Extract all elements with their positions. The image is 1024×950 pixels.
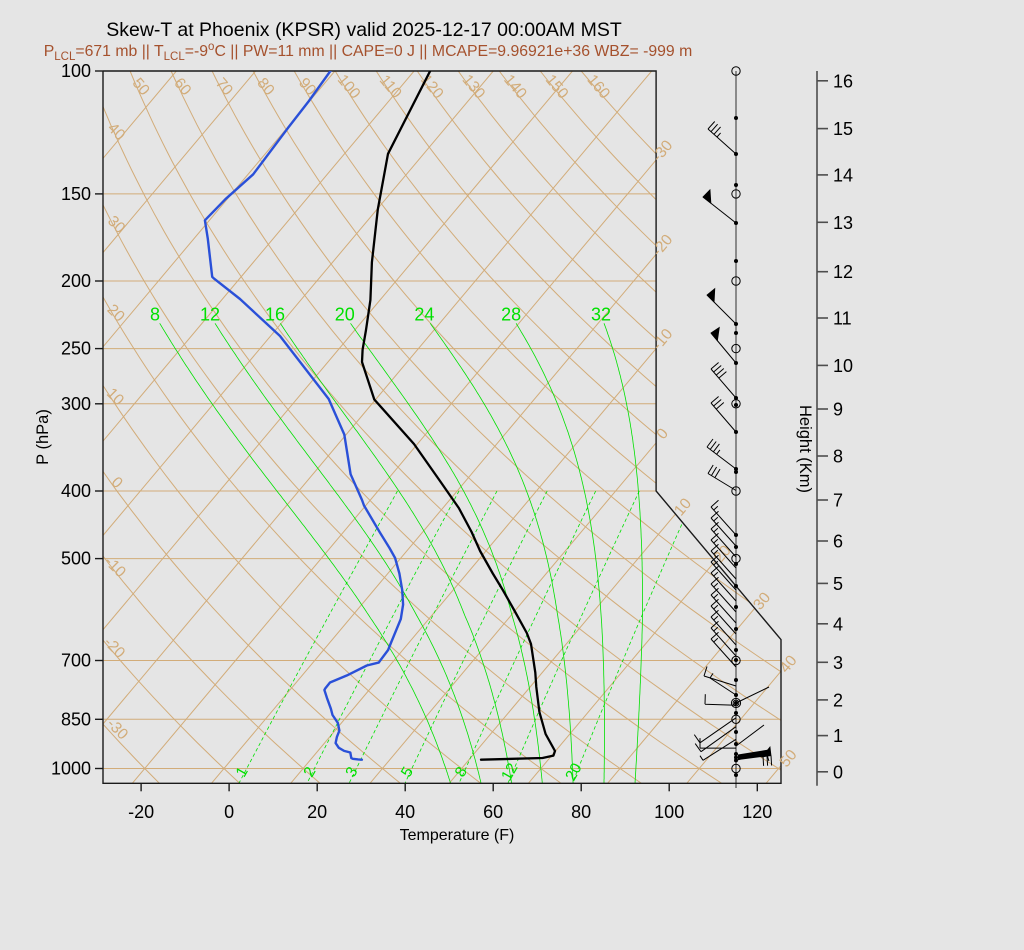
svg-text:500: 500 (61, 549, 91, 569)
svg-text:20: 20 (335, 304, 355, 324)
svg-text:32: 32 (591, 304, 611, 324)
svg-text:Height (Km): Height (Km) (796, 405, 814, 493)
svg-text:8: 8 (833, 447, 843, 467)
svg-text:7: 7 (833, 491, 843, 511)
svg-text:13: 13 (833, 213, 853, 233)
svg-text:2: 2 (833, 690, 843, 710)
svg-text:120: 120 (742, 802, 772, 822)
svg-text:20: 20 (562, 760, 586, 784)
svg-text:9: 9 (833, 400, 843, 420)
svg-text:14: 14 (833, 165, 853, 185)
svg-text:12: 12 (498, 760, 521, 783)
svg-text:5: 5 (833, 574, 843, 594)
svg-text:11: 11 (833, 309, 852, 329)
svg-text:16: 16 (833, 71, 853, 91)
svg-text:12: 12 (200, 304, 220, 324)
svg-text:80: 80 (571, 802, 591, 822)
svg-text:8: 8 (150, 304, 160, 324)
svg-text:-20: -20 (128, 802, 154, 822)
svg-text:60: 60 (483, 802, 503, 822)
svg-text:300: 300 (61, 394, 91, 414)
svg-text:6: 6 (833, 532, 843, 552)
svg-text:200: 200 (61, 271, 91, 291)
svg-text:12: 12 (833, 262, 853, 282)
svg-text:Temperature (F): Temperature (F) (400, 827, 515, 844)
svg-text:250: 250 (61, 339, 91, 359)
svg-text:Skew-T at Phoenix (KPSR) valid: Skew-T at Phoenix (KPSR) valid 2025-12-1… (106, 19, 622, 41)
svg-text:28: 28 (501, 304, 521, 324)
svg-text:1: 1 (833, 726, 843, 746)
svg-text:1000: 1000 (51, 759, 91, 779)
svg-text:0: 0 (224, 802, 234, 822)
svg-text:24: 24 (414, 304, 434, 324)
svg-text:20: 20 (307, 802, 327, 822)
svg-text:150: 150 (61, 184, 91, 204)
svg-text:850: 850 (61, 709, 91, 729)
svg-text:40: 40 (395, 802, 415, 822)
svg-text:4: 4 (833, 614, 843, 634)
svg-text:3: 3 (833, 653, 843, 673)
svg-text:0: 0 (833, 762, 843, 782)
svg-text:PLCL=671 mb || TLCL=-9oC || PW: PLCL=671 mb || TLCL=-9oC || PW=11 mm || … (44, 41, 693, 63)
svg-text:16: 16 (265, 304, 285, 324)
svg-text:15: 15 (833, 119, 853, 139)
svg-text:100: 100 (61, 61, 91, 81)
svg-text:100: 100 (654, 802, 684, 822)
svg-text:P (hPa): P (hPa) (34, 409, 52, 465)
svg-text:400: 400 (61, 481, 91, 501)
svg-text:700: 700 (61, 651, 91, 671)
svg-text:10: 10 (833, 356, 853, 376)
